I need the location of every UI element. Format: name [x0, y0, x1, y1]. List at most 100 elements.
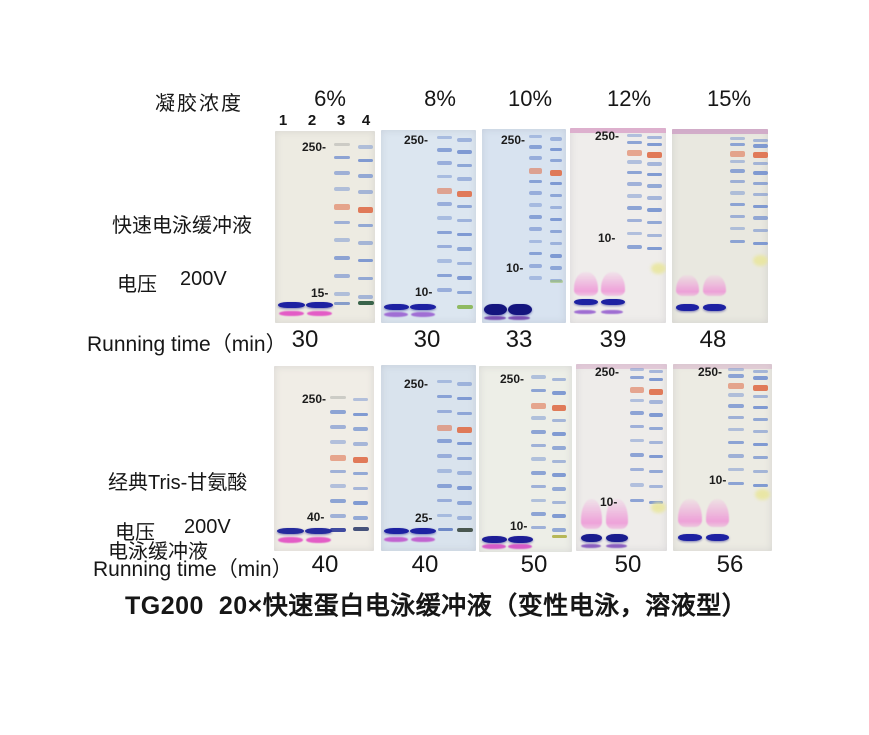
- ladder-band: [552, 418, 566, 423]
- lane-band: [330, 527, 346, 532]
- lane-band: [357, 301, 374, 306]
- ladder-band: [549, 181, 563, 186]
- sample-band-pink: [484, 316, 506, 320]
- ladder-band: [752, 469, 768, 474]
- gel-photo-row2-12%: [576, 364, 667, 551]
- sample-band-pink: [384, 312, 409, 317]
- marker-label: 250-: [404, 133, 429, 147]
- sample-band-pink: [277, 537, 303, 543]
- ladder-band: [647, 184, 662, 188]
- concentration-6: 6%: [314, 86, 346, 111]
- ladder-band: [457, 190, 472, 197]
- marker-label: 10-: [598, 231, 616, 245]
- ladder-band: [649, 454, 663, 459]
- ladder-band: [752, 483, 768, 488]
- ladder-band: [728, 393, 745, 397]
- gel-top-strip: [673, 364, 772, 369]
- sample-band-blue: [277, 527, 304, 534]
- running-time-value: 30: [413, 326, 441, 353]
- sample-band-blue: [508, 303, 532, 315]
- ladder-band: [334, 220, 350, 225]
- sample-dye-blob: [606, 498, 628, 529]
- ladder-band: [352, 427, 368, 431]
- gel-top-strip: [576, 364, 667, 369]
- ladder-band: [549, 193, 563, 198]
- ladder-band: [629, 424, 645, 429]
- ladder-band: [437, 379, 453, 384]
- marker-label: 10-: [709, 473, 727, 487]
- ladder-band: [531, 512, 546, 516]
- sample-band-pink: [606, 544, 627, 548]
- ladder-band: [753, 144, 768, 148]
- ladder-band: [352, 471, 368, 476]
- marker-label: 250-: [501, 133, 526, 147]
- ladder-band: [352, 516, 368, 520]
- ladder-band: [357, 174, 373, 178]
- ladder-band: [437, 454, 453, 458]
- ladder-band: [728, 374, 745, 378]
- gel-photo-row2-10%: [479, 366, 572, 552]
- ladder-band: [529, 264, 543, 268]
- sample-band-blue: [677, 534, 702, 542]
- ladder-band: [728, 440, 745, 445]
- ladder-band: [357, 206, 373, 213]
- marker-label: 250-: [302, 140, 327, 154]
- ladder-band: [531, 416, 546, 420]
- ladder-band: [728, 427, 745, 432]
- ladder-band: [752, 405, 768, 410]
- concentration-12: 12%: [606, 86, 652, 111]
- gel-top-strip: [672, 129, 768, 134]
- ladder-band: [552, 446, 566, 450]
- ladder-band: [529, 156, 543, 160]
- running-time-label-row2: Running time（min）: [93, 558, 293, 581]
- concentration-10: 10%: [507, 86, 553, 111]
- sample-band-blue: [600, 298, 625, 306]
- ladder-band: [629, 453, 645, 457]
- ladder-band: [753, 152, 768, 159]
- sample-dye-blob: [573, 272, 598, 296]
- ladder-band: [626, 170, 642, 175]
- buffer-label-classic-line2: 电泳缓冲液: [108, 541, 208, 563]
- ladder-band: [357, 276, 373, 281]
- ladder-band: [752, 429, 768, 434]
- ladder-band: [753, 204, 768, 209]
- ladder-band: [457, 501, 472, 505]
- ladder-band: [647, 142, 662, 147]
- ladder-band: [334, 274, 350, 278]
- ladder-band: [626, 133, 642, 138]
- ladder-band: [457, 261, 472, 266]
- ladder-band: [629, 398, 645, 403]
- ladder-band: [753, 216, 768, 220]
- lane-band: [437, 528, 453, 532]
- ladder-band: [626, 245, 642, 249]
- ladder-band: [457, 290, 472, 295]
- sample-band-blue: [705, 534, 730, 542]
- sample-band-pink: [601, 310, 624, 315]
- ladder-band: [647, 162, 662, 166]
- lane-band: [457, 305, 473, 309]
- marker-label: 15-: [311, 286, 329, 300]
- ladder-band: [649, 500, 663, 504]
- ladder-band: [649, 413, 663, 417]
- sample-band-blue: [483, 303, 508, 315]
- ladder-band: [357, 190, 373, 194]
- gel-photo-row1-12%: [570, 128, 666, 323]
- running-time-value: 50: [520, 551, 548, 578]
- ladder-band: [457, 486, 472, 490]
- ladder-band: [531, 484, 546, 489]
- ladder-band: [552, 487, 566, 491]
- sample-band-blue: [305, 527, 332, 534]
- ladder-band: [437, 288, 453, 292]
- ladder-band: [629, 367, 645, 372]
- ladder-band: [330, 440, 346, 444]
- ladder-band: [357, 145, 373, 149]
- marker-label: 250-: [698, 365, 723, 379]
- ladder-band: [647, 208, 662, 212]
- marker-label: 250-: [404, 377, 429, 391]
- ladder-band: [529, 251, 543, 256]
- ladder-band: [629, 411, 645, 415]
- ladder-band: [330, 499, 346, 503]
- ladder-band: [437, 484, 453, 488]
- ladder-band: [334, 238, 350, 242]
